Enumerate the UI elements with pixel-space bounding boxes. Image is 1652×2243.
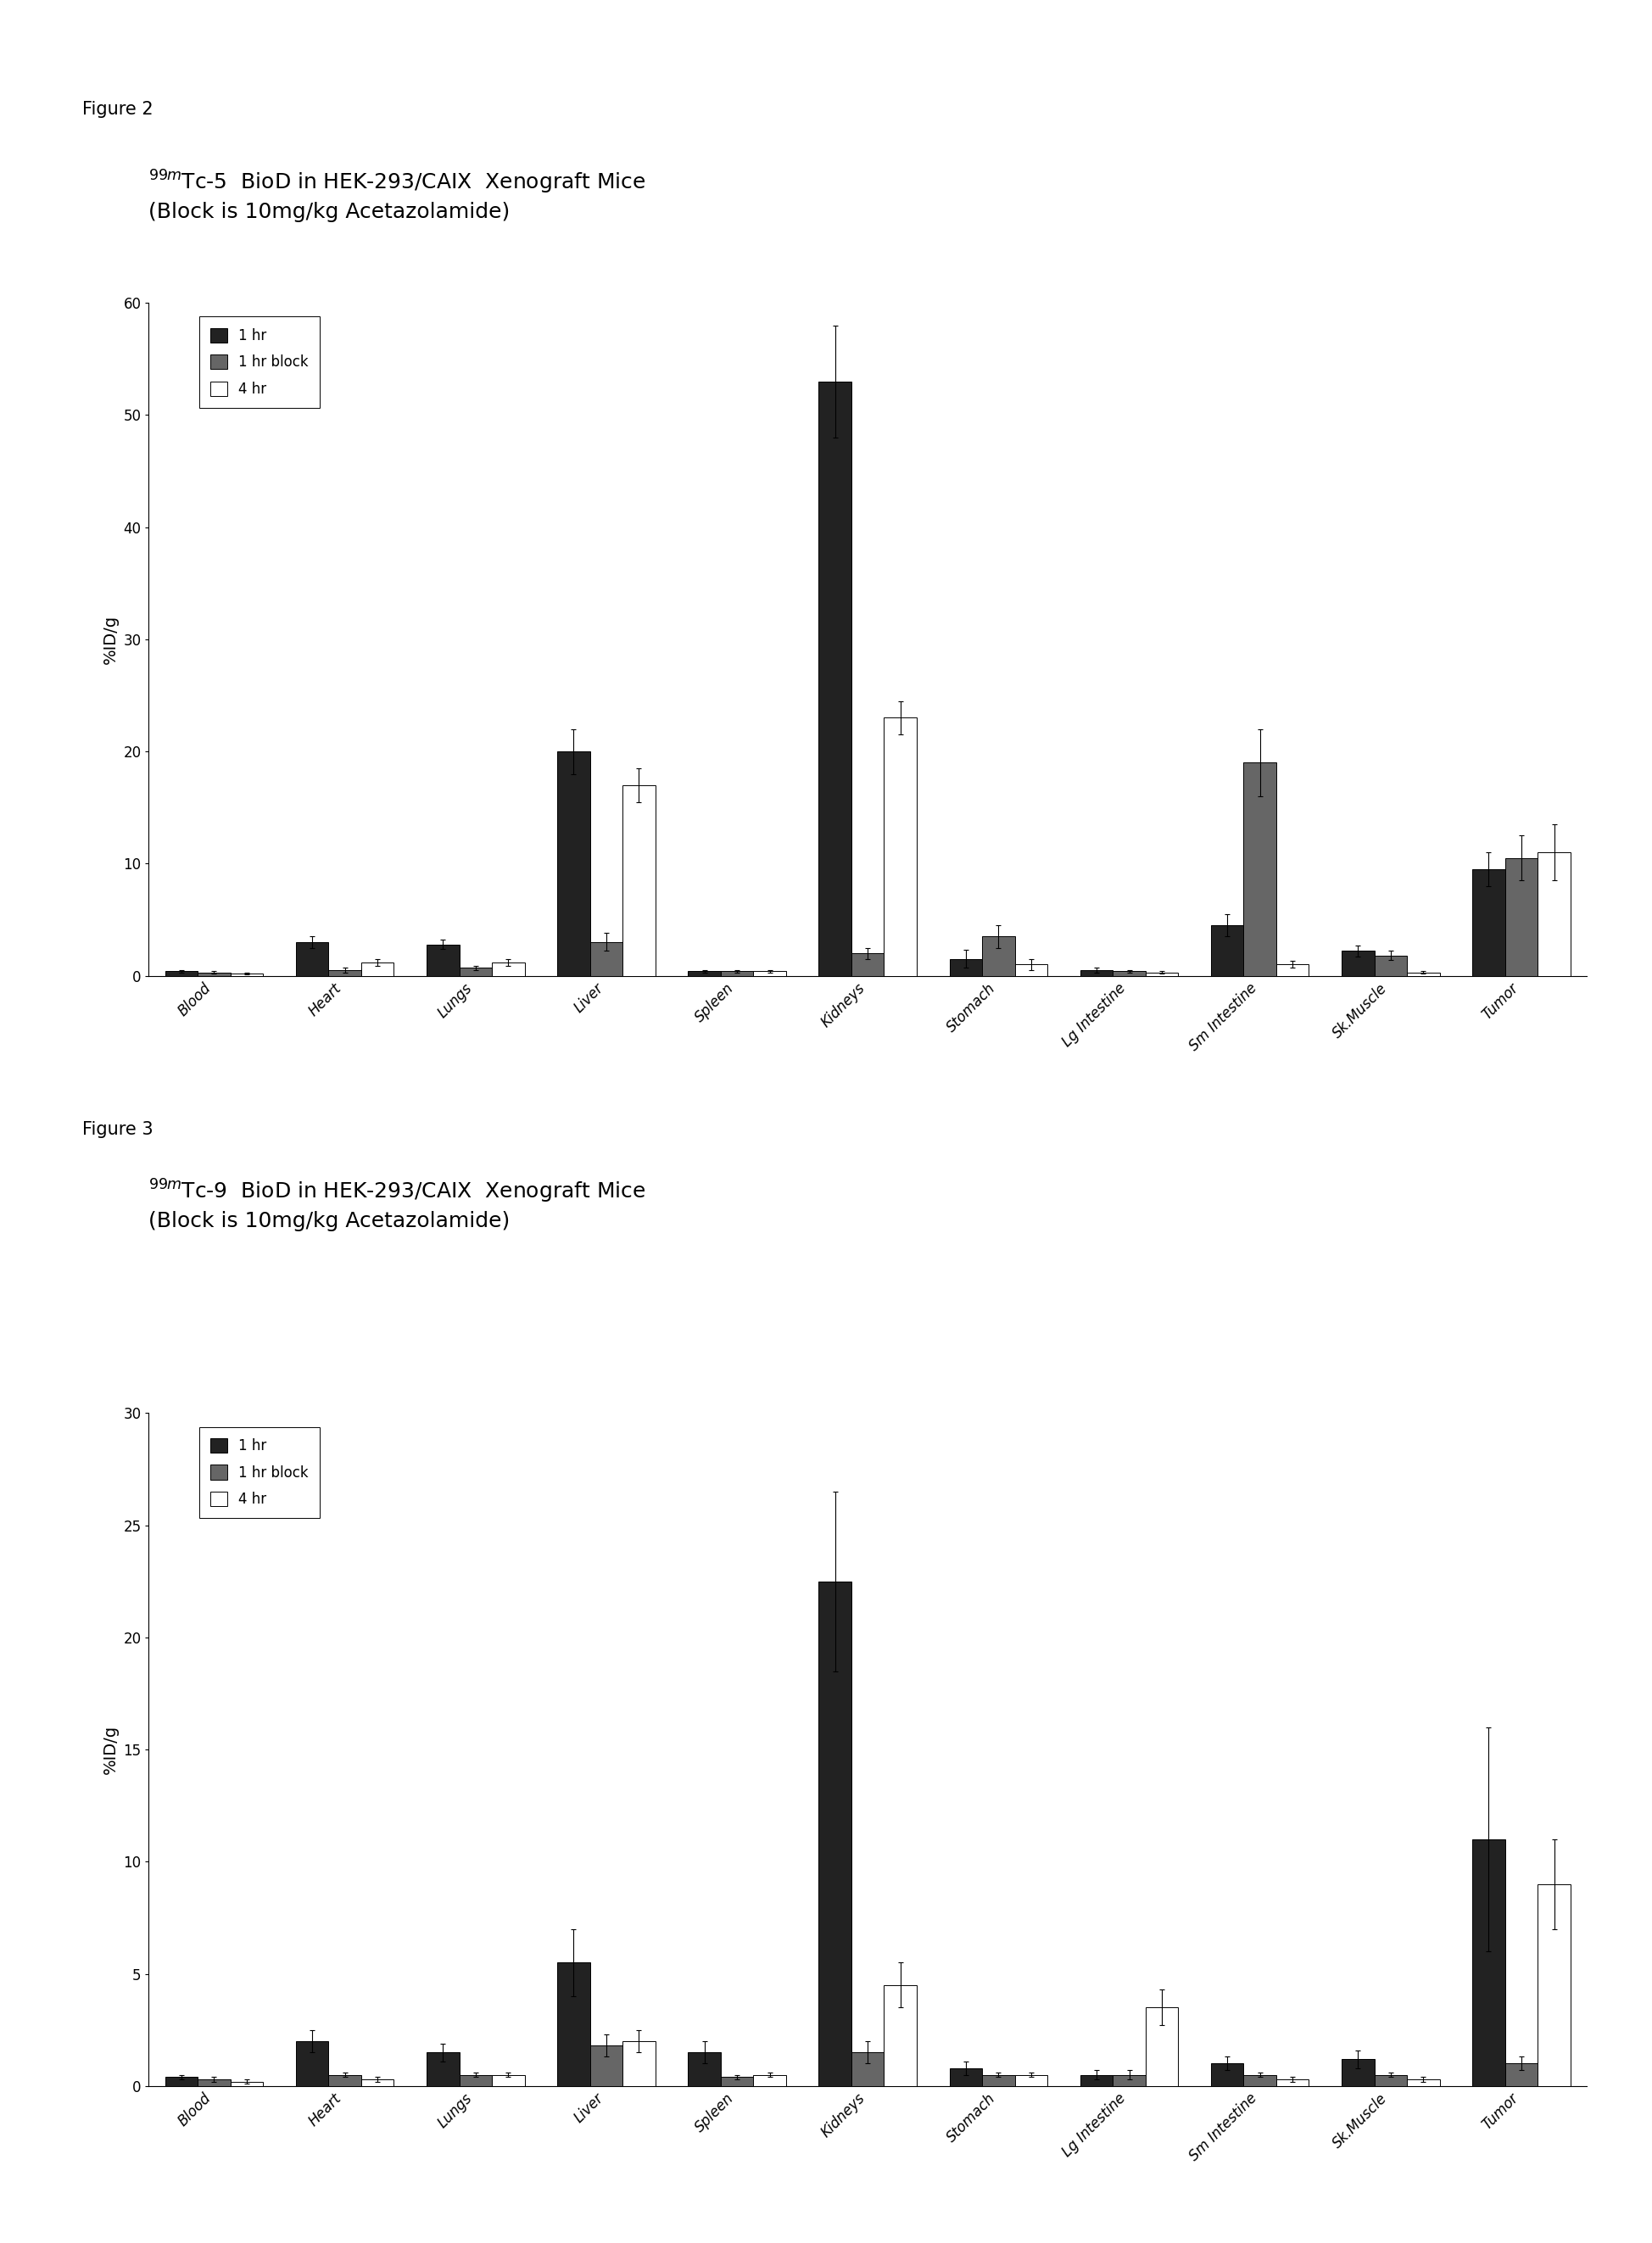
Bar [981,2075,1014,2086]
Bar [459,2075,492,2086]
Bar [1536,1884,1569,2086]
Bar [230,2082,263,2086]
Bar [230,973,263,976]
Bar [1373,956,1406,976]
Bar [1242,763,1275,976]
Bar [1112,971,1145,976]
Bar [720,2077,753,2086]
Bar [165,2077,198,2086]
Bar [851,953,884,976]
Bar [818,1581,851,2086]
Bar [329,969,362,976]
Legend: 1 hr, 1 hr block, 4 hr: 1 hr, 1 hr block, 4 hr [198,1427,320,1519]
Bar [851,2052,884,2086]
Bar [1080,2075,1112,2086]
Text: Figure 2: Figure 2 [83,101,154,119]
Bar [948,960,981,976]
Bar [1014,964,1047,976]
Bar [296,942,329,976]
Bar [818,381,851,976]
Bar [948,2068,981,2086]
Bar [884,1985,917,2086]
Bar [557,1963,590,2086]
Bar [687,2052,720,2086]
Bar [1505,2064,1536,2086]
Bar [362,962,393,976]
Bar [1112,2075,1145,2086]
Bar [1275,2079,1308,2086]
Y-axis label: %ID/g: %ID/g [102,1725,119,1774]
Text: Figure 3: Figure 3 [83,1122,154,1139]
Text: $^{99m}$Tc-9  BioD in HEK-293/CAIX  Xenograft Mice
(Block is 10mg/kg Acetazolami: $^{99m}$Tc-9 BioD in HEK-293/CAIX Xenogr… [149,1178,646,1231]
Bar [590,2046,623,2086]
Bar [426,944,459,976]
Bar [1145,2007,1178,2086]
Bar [329,2075,362,2086]
Bar [623,2041,654,2086]
Y-axis label: %ID/g: %ID/g [102,615,119,664]
Legend: 1 hr, 1 hr block, 4 hr: 1 hr, 1 hr block, 4 hr [198,316,320,408]
Bar [1536,852,1569,976]
Bar [1080,969,1112,976]
Bar [1373,2075,1406,2086]
Text: $^{99m}$Tc-5  BioD in HEK-293/CAIX  Xenograft Mice
(Block is 10mg/kg Acetazolami: $^{99m}$Tc-5 BioD in HEK-293/CAIX Xenogr… [149,168,646,222]
Bar [687,971,720,976]
Bar [362,2079,393,2086]
Bar [753,971,786,976]
Bar [426,2052,459,2086]
Bar [1014,2075,1047,2086]
Bar [165,971,198,976]
Bar [1275,964,1308,976]
Bar [459,969,492,976]
Bar [753,2075,786,2086]
Bar [198,2079,230,2086]
Bar [1341,951,1373,976]
Bar [492,2075,524,2086]
Bar [1242,2075,1275,2086]
Bar [1406,2079,1439,2086]
Bar [557,751,590,976]
Bar [1211,2064,1242,2086]
Bar [1472,868,1505,976]
Bar [590,942,623,976]
Bar [296,2041,329,2086]
Bar [1406,973,1439,976]
Bar [623,785,654,976]
Bar [720,971,753,976]
Bar [1145,973,1178,976]
Bar [492,962,524,976]
Bar [884,718,917,976]
Bar [1341,2059,1373,2086]
Bar [981,938,1014,976]
Bar [1211,924,1242,976]
Bar [198,973,230,976]
Bar [1472,1839,1505,2086]
Bar [1505,857,1536,976]
